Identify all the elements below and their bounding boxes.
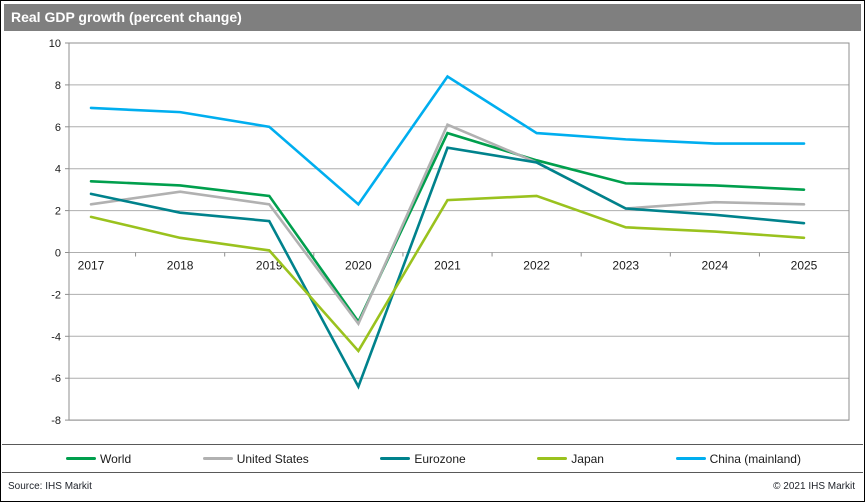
legend-item-united-states: United States bbox=[202, 451, 309, 466]
legend-swatch-icon bbox=[202, 456, 233, 461]
legend-label: China (mainland) bbox=[709, 451, 801, 466]
x-axis-label: 2018 bbox=[167, 259, 194, 273]
legend-label: World bbox=[100, 451, 132, 466]
x-axis-label: 2023 bbox=[612, 259, 639, 273]
y-axis-label: 0 bbox=[55, 248, 61, 260]
legend-label: Eurozone bbox=[414, 451, 466, 466]
series-line-japan bbox=[89, 194, 806, 354]
source-label: Source: IHS Markit bbox=[8, 481, 92, 492]
x-axis-label: 2017 bbox=[78, 259, 105, 273]
title-bar: Real GDP growth (percent change) bbox=[4, 4, 861, 31]
legend-item-eurozone: Eurozone bbox=[380, 451, 466, 466]
x-axis-label: 2020 bbox=[345, 259, 372, 273]
series-line-eurozone bbox=[89, 146, 806, 390]
series-line-world bbox=[89, 131, 806, 325]
x-axis-label: 2021 bbox=[434, 259, 461, 273]
footer-bar: Source: IHS Markit © 2021 IHS Markit bbox=[2, 472, 863, 500]
legend-label: United States bbox=[236, 451, 309, 466]
gdp-line-chart: 10 8 6 4 2 0 -2 -4 -6 -8 2017 2018 2019 2020 2021 2022 2… bbox=[49, 38, 850, 427]
legend-item-japan: Japan bbox=[537, 452, 604, 466]
x-axis-label: 2019 bbox=[256, 259, 283, 273]
x-axis-label: 2025 bbox=[791, 259, 818, 273]
y-axis-label: -2 bbox=[51, 289, 61, 301]
series-line-china-mainland bbox=[89, 74, 806, 207]
series-line-united-states bbox=[89, 123, 806, 327]
legend-item-china-mainland: China (mainland) bbox=[675, 451, 801, 466]
legend-item-world: World bbox=[66, 452, 131, 466]
y-axis-label: -6 bbox=[51, 373, 61, 385]
y-axis-label: -4 bbox=[51, 331, 61, 343]
y-axis-label: 10 bbox=[49, 38, 61, 50]
legend-swatch-icon bbox=[537, 456, 568, 461]
legend-swatch-icon bbox=[380, 456, 411, 461]
chart-legend: World United States Eurozone Japan China (ma… bbox=[2, 444, 863, 472]
plot-border bbox=[68, 42, 850, 421]
legend-swatch-icon bbox=[675, 456, 706, 461]
copyright-label: © 2021 IHS Markit bbox=[773, 481, 855, 492]
legend-label: Japan bbox=[571, 451, 604, 466]
x-axis-label: 2024 bbox=[702, 259, 729, 273]
chart-title: Real GDP growth (percent change) bbox=[11, 9, 242, 25]
y-axis-label: 4 bbox=[55, 164, 61, 176]
y-axis-label: 2 bbox=[55, 206, 61, 218]
x-axis-label: 2022 bbox=[523, 259, 550, 273]
y-axis-label: 8 bbox=[55, 80, 61, 92]
legend-swatch-icon bbox=[66, 456, 96, 461]
y-axis-label: 6 bbox=[55, 122, 61, 134]
y-axis-label: -8 bbox=[51, 415, 61, 427]
